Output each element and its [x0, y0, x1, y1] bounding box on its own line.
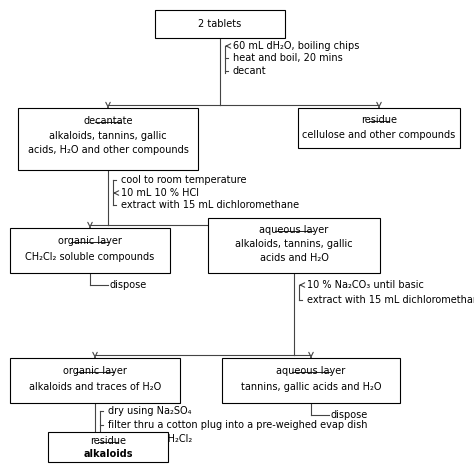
Text: dispose: dispose — [110, 280, 147, 290]
Bar — [48, 432, 168, 462]
Text: acids, H₂O and other compounds: acids, H₂O and other compounds — [27, 145, 189, 155]
Text: acids and H₂O: acids and H₂O — [260, 253, 328, 263]
Text: residue: residue — [361, 115, 397, 125]
Text: decantate: decantate — [83, 116, 133, 126]
Text: cellulose and other compounds: cellulose and other compounds — [302, 130, 456, 140]
Bar — [222, 358, 400, 403]
Text: residue: residue — [90, 436, 126, 446]
Text: extract with 15 mL dichloromethane: extract with 15 mL dichloromethane — [307, 295, 474, 305]
Text: cool to room temperature: cool to room temperature — [121, 175, 246, 185]
Text: alkaloids: alkaloids — [83, 449, 133, 459]
Text: organic layer: organic layer — [63, 366, 127, 376]
Text: dry using Na₂SO₄: dry using Na₂SO₄ — [108, 406, 191, 416]
Text: alkaloids, tannins, gallic: alkaloids, tannins, gallic — [235, 239, 353, 249]
Text: aqueous layer: aqueous layer — [259, 225, 328, 235]
Text: organic layer: organic layer — [58, 236, 122, 246]
Text: extract with 15 mL dichloromethane: extract with 15 mL dichloromethane — [121, 200, 299, 210]
Bar — [18, 108, 198, 170]
Text: tannins, gallic acids and H₂O: tannins, gallic acids and H₂O — [241, 382, 381, 392]
Text: 10 mL 10 % HCl: 10 mL 10 % HCl — [121, 188, 199, 198]
Text: CH₂Cl₂ soluble compounds: CH₂Cl₂ soluble compounds — [26, 252, 155, 262]
Text: alkaloids, tannins, gallic: alkaloids, tannins, gallic — [49, 131, 167, 141]
Bar — [208, 218, 380, 273]
Text: 2 tablets: 2 tablets — [199, 19, 242, 29]
Bar — [10, 358, 180, 403]
Bar — [155, 10, 285, 38]
Bar — [10, 228, 170, 273]
Text: filter thru a cotton plug into a pre-weighed evap dish: filter thru a cotton plug into a pre-wei… — [108, 420, 367, 430]
Bar — [298, 108, 460, 148]
Text: decant: decant — [233, 66, 266, 76]
Text: alkaloids and traces of H₂O: alkaloids and traces of H₂O — [29, 382, 161, 392]
Text: 60 mL dH₂O, boiling chips: 60 mL dH₂O, boiling chips — [233, 41, 359, 51]
Text: dispose: dispose — [331, 410, 368, 420]
Text: aqueous layer: aqueous layer — [276, 366, 346, 376]
Text: evaporate CH₂Cl₂: evaporate CH₂Cl₂ — [108, 434, 192, 444]
Text: heat and boil, 20 mins: heat and boil, 20 mins — [233, 53, 343, 63]
Text: 10 % Na₂CO₃ until basic: 10 % Na₂CO₃ until basic — [307, 280, 424, 290]
